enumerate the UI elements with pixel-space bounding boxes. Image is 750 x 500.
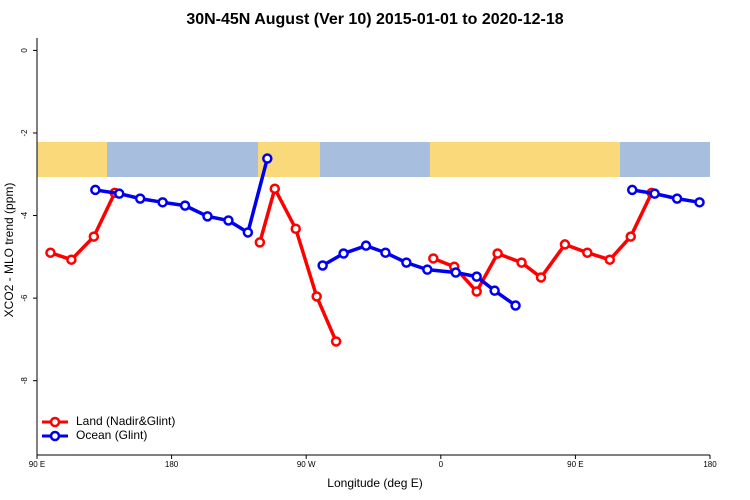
x-tick-label: 90 W bbox=[297, 460, 316, 469]
point bbox=[269, 183, 281, 194]
point bbox=[604, 254, 616, 265]
point bbox=[671, 193, 683, 204]
legend-label: Ocean (Glint) bbox=[76, 428, 147, 442]
y-tick-label: -2 bbox=[20, 129, 29, 137]
point bbox=[625, 231, 636, 242]
map-strip bbox=[37, 142, 710, 177]
point bbox=[223, 215, 234, 226]
point bbox=[66, 254, 77, 265]
point bbox=[450, 267, 462, 278]
point bbox=[45, 247, 56, 258]
point bbox=[311, 291, 322, 302]
point bbox=[338, 248, 349, 259]
chart-title: 30N-45N August (Ver 10) 2015-01-01 to 20… bbox=[186, 11, 563, 28]
x-tick-label: 90 E bbox=[29, 460, 45, 469]
point bbox=[134, 193, 146, 204]
point bbox=[179, 200, 191, 211]
point bbox=[114, 188, 125, 199]
point bbox=[471, 271, 482, 282]
point bbox=[516, 257, 527, 268]
point bbox=[471, 286, 482, 297]
point bbox=[317, 260, 328, 271]
point bbox=[422, 264, 433, 275]
series-line bbox=[95, 158, 700, 307]
point bbox=[649, 188, 660, 199]
point bbox=[380, 247, 391, 258]
x-tick-label: 180 bbox=[165, 460, 179, 469]
series-line bbox=[49, 183, 654, 343]
point bbox=[330, 336, 342, 347]
x-axis-label: Longitude (deg E) bbox=[327, 476, 422, 490]
point bbox=[157, 197, 168, 208]
point bbox=[428, 253, 439, 264]
point bbox=[401, 257, 412, 268]
point bbox=[90, 184, 101, 196]
point bbox=[88, 231, 100, 242]
point bbox=[510, 300, 521, 311]
x-tick-label: 0 bbox=[439, 460, 444, 469]
point bbox=[290, 223, 301, 234]
point bbox=[535, 272, 547, 283]
y-tick-label: -8 bbox=[20, 377, 29, 385]
x-tick-label: 90 E bbox=[567, 460, 583, 469]
y-tick-label: -6 bbox=[20, 294, 29, 302]
y-axis-label: XCO2 - MLO trend (ppm) bbox=[2, 183, 16, 318]
point bbox=[626, 184, 638, 196]
point bbox=[492, 248, 503, 259]
point bbox=[262, 153, 273, 164]
y-tick-label: -4 bbox=[20, 211, 29, 219]
point bbox=[202, 211, 213, 222]
point bbox=[242, 227, 254, 238]
y-tick-label: 0 bbox=[20, 48, 29, 53]
legend-label: Land (Nadir&Glint) bbox=[76, 414, 175, 428]
point bbox=[254, 237, 266, 248]
point bbox=[360, 240, 372, 251]
legend-marker bbox=[49, 430, 61, 442]
point bbox=[582, 247, 593, 258]
point bbox=[559, 239, 571, 250]
x-tick-label: 180 bbox=[703, 460, 717, 469]
point bbox=[694, 197, 705, 208]
point bbox=[489, 285, 500, 296]
legend-marker bbox=[49, 416, 61, 428]
